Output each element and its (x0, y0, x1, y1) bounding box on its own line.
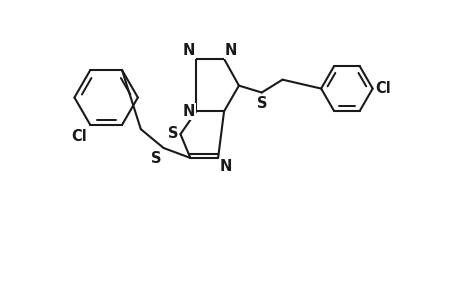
Text: S: S (151, 151, 161, 166)
Text: Cl: Cl (375, 81, 391, 96)
Text: N: N (183, 43, 195, 58)
Text: S: S (168, 126, 178, 141)
Text: N: N (183, 104, 195, 119)
Text: N: N (219, 159, 232, 174)
Text: Cl: Cl (72, 129, 87, 144)
Text: S: S (257, 95, 267, 110)
Text: N: N (224, 43, 237, 58)
